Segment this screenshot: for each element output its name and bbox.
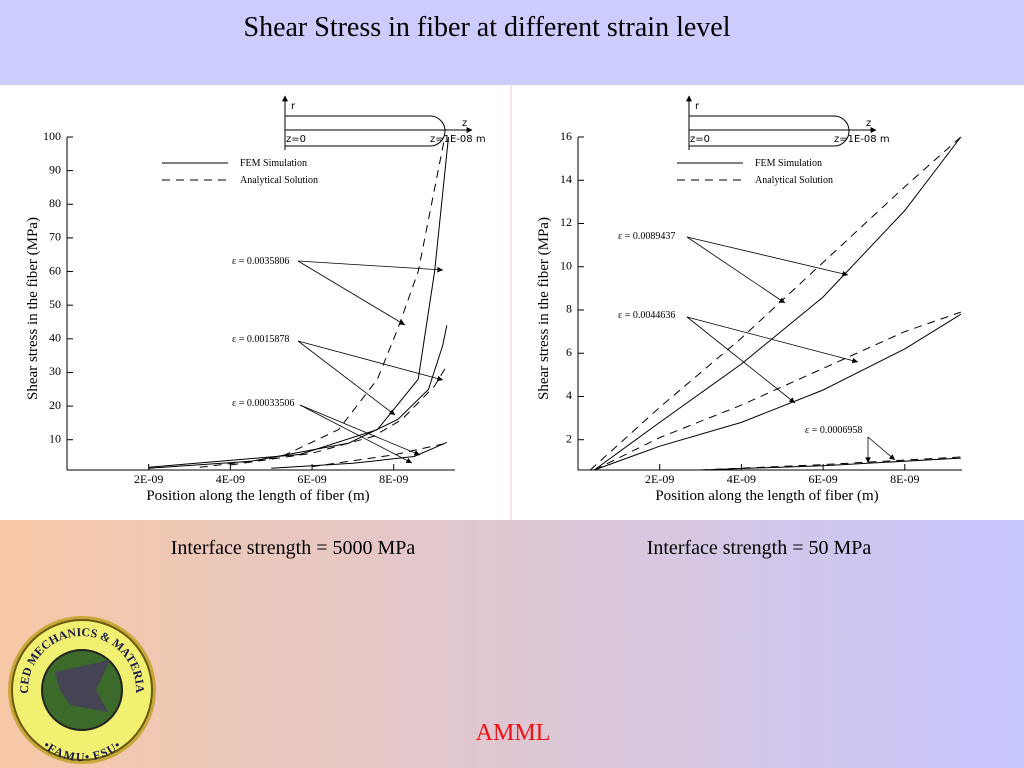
annotation-arrow bbox=[686, 236, 786, 304]
annotation: ε = 0.0015878 bbox=[232, 334, 289, 345]
legend-label: Analytical Solution bbox=[240, 175, 318, 186]
annotation-arrow bbox=[867, 436, 896, 461]
x-tick-label: 2E-09 bbox=[134, 472, 163, 486]
y-tick-label: 4 bbox=[566, 388, 572, 402]
title-band bbox=[0, 0, 1024, 85]
data-line bbox=[312, 442, 447, 468]
chart: 2 4 6 8 10 12 14 16 2E-09 4E-09 6E-09 8E-09 Position… bbox=[536, 95, 962, 504]
data-line bbox=[589, 136, 962, 471]
annotation: ε = 0.0089437 bbox=[618, 231, 675, 242]
x-tick-label: 4E-09 bbox=[216, 472, 245, 486]
legend-label: FEM Simulation bbox=[240, 158, 307, 169]
data-line bbox=[594, 313, 962, 471]
inset-label: z=1E-08 m bbox=[430, 134, 486, 145]
data-line bbox=[230, 365, 448, 466]
x-axis-label: Position along the length of fiber (m) bbox=[146, 488, 369, 504]
x-tick-label: 4E-09 bbox=[727, 472, 756, 486]
x-tick-label: 6E-09 bbox=[808, 472, 837, 486]
data-line bbox=[700, 456, 961, 471]
annotation-arrow bbox=[686, 316, 859, 364]
data-line bbox=[148, 325, 448, 469]
inset-label: z bbox=[462, 118, 467, 129]
x-tick-label: 8E-09 bbox=[890, 472, 919, 486]
legend-label: FEM Simulation bbox=[755, 158, 822, 169]
y-tick-label: 80 bbox=[49, 196, 61, 210]
y-tick-label: 30 bbox=[49, 364, 61, 378]
data-line bbox=[700, 457, 961, 471]
y-tick-label: 14 bbox=[560, 172, 572, 186]
x-axis-label: Position along the length of fiber (m) bbox=[655, 488, 878, 504]
slide-title: Shear Stress in fiber at different strai… bbox=[244, 12, 731, 43]
y-tick-label: 50 bbox=[49, 297, 61, 311]
footer: AMML bbox=[476, 720, 551, 746]
inset-fiber bbox=[689, 115, 850, 147]
logo-emblem bbox=[55, 660, 110, 712]
y-tick-label: 10 bbox=[560, 258, 572, 272]
x-tick-label: 6E-09 bbox=[297, 472, 326, 486]
y-tick-label: 10 bbox=[49, 431, 61, 445]
inset-label: r bbox=[695, 101, 700, 112]
inset-label: z=0 bbox=[286, 134, 306, 145]
y-tick-label: 6 bbox=[566, 345, 572, 359]
y-tick-label: 40 bbox=[49, 331, 61, 345]
inset-label: z=0 bbox=[690, 134, 710, 145]
chart: 10 20 30 40 50 60 70 80 90 100 2E-09 4E-09 6E-09 8E-0… bbox=[25, 95, 486, 504]
y-axis-label: Shear stress in the fiber (MPa) bbox=[536, 217, 552, 400]
y-tick-label: 12 bbox=[560, 215, 572, 229]
annotation-arrow bbox=[299, 404, 421, 456]
annotation-arrow bbox=[686, 236, 849, 277]
annotation-arrow bbox=[297, 340, 396, 416]
y-tick-label: 90 bbox=[49, 162, 61, 176]
inset-label: z=1E-08 m bbox=[834, 134, 890, 145]
x-tick-label: 8E-09 bbox=[379, 472, 408, 486]
data-line bbox=[199, 136, 446, 468]
chart-panel bbox=[0, 85, 1024, 520]
y-tick-label: 20 bbox=[49, 398, 61, 412]
annotation: ε = 0.0035806 bbox=[232, 256, 289, 267]
legend-label: Analytical Solution bbox=[755, 175, 833, 186]
y-tick-label: 2 bbox=[566, 431, 572, 445]
inset-label: z bbox=[866, 118, 871, 129]
annotation: ε = 0.0044636 bbox=[618, 310, 675, 321]
annotation-arrow bbox=[299, 404, 413, 464]
y-tick-label: 8 bbox=[566, 302, 572, 316]
y-tick-label: 100 bbox=[43, 129, 61, 143]
data-line bbox=[594, 136, 962, 471]
y-tick-label: 70 bbox=[49, 230, 61, 244]
data-line bbox=[594, 311, 961, 471]
caption: Interface strength = 5000 MPa bbox=[171, 537, 416, 559]
y-tick-label: 60 bbox=[49, 263, 61, 277]
y-tick-label: 16 bbox=[560, 129, 572, 143]
inset-fiber bbox=[285, 115, 446, 147]
inset-label: r bbox=[291, 101, 296, 112]
y-axis-label: Shear stress in the fiber (MPa) bbox=[25, 217, 41, 400]
annotation: ε = 0.00033506 bbox=[232, 398, 294, 409]
caption: Interface strength = 50 MPa bbox=[647, 537, 872, 559]
data-line bbox=[271, 441, 447, 469]
annotation-arrow bbox=[297, 260, 406, 326]
annotation: ε = 0.0006958 bbox=[805, 425, 862, 436]
x-tick-label: 2E-09 bbox=[645, 472, 674, 486]
